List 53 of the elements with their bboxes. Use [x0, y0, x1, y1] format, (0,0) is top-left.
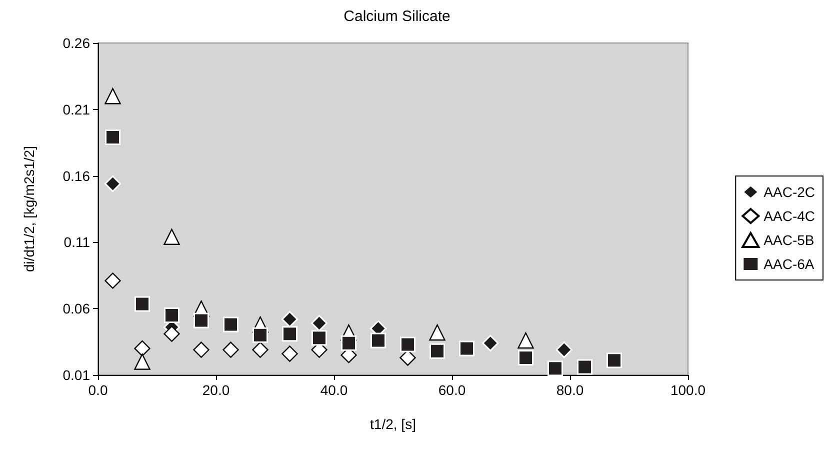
point	[606, 352, 622, 368]
point	[556, 342, 572, 358]
point	[341, 335, 356, 351]
y-tick-label: 0.06	[62, 300, 90, 317]
point	[134, 296, 150, 312]
point	[459, 340, 474, 356]
point	[577, 359, 592, 375]
point	[134, 340, 150, 357]
point	[194, 312, 209, 328]
point	[164, 307, 180, 323]
y-tick-label: 0.16	[62, 168, 90, 184]
chart-title: Calcium Silicate	[344, 8, 450, 25]
x-tick-label: 60.0	[438, 382, 466, 398]
point	[282, 326, 298, 342]
point	[104, 176, 121, 192]
x-tick-label: 100.0	[670, 382, 706, 398]
point	[430, 343, 445, 359]
point	[282, 346, 298, 362]
point	[222, 342, 239, 358]
x-tick-label: 0.0	[88, 382, 108, 398]
point	[252, 327, 268, 343]
x-tick-label: 80.0	[556, 382, 584, 398]
point	[104, 272, 121, 289]
legend-label: AAC-2C	[764, 184, 816, 200]
point	[482, 334, 499, 352]
point	[429, 324, 446, 341]
point	[548, 360, 563, 376]
point	[193, 342, 210, 358]
point	[105, 130, 120, 146]
point	[134, 354, 150, 370]
point	[518, 350, 534, 366]
y-tick-label: 0.21	[62, 101, 90, 118]
point	[518, 332, 534, 349]
y-tick-label: 0.11	[64, 234, 90, 250]
y-axis-title: di/dt1/2, [kg/m2s1/2]	[21, 146, 37, 272]
legend-label: AAC-6A	[764, 256, 815, 272]
x-tick-label: 20.0	[202, 382, 230, 398]
point	[104, 88, 121, 104]
point	[164, 326, 180, 342]
legend-label: AAC-4C	[764, 208, 816, 224]
point	[400, 336, 416, 352]
y-tick-label: 0.26	[62, 35, 90, 51]
point	[370, 332, 386, 348]
point	[282, 310, 298, 328]
y-tick-label: 0.01	[62, 367, 90, 383]
point	[311, 314, 328, 332]
x-tick-label: 40.0	[320, 382, 348, 398]
point	[223, 316, 238, 332]
legend-label: AAC-5B	[764, 232, 814, 248]
point	[312, 330, 327, 346]
point	[164, 228, 180, 245]
x-axis-title: t1/2, [s]	[370, 416, 416, 432]
point	[252, 342, 268, 358]
